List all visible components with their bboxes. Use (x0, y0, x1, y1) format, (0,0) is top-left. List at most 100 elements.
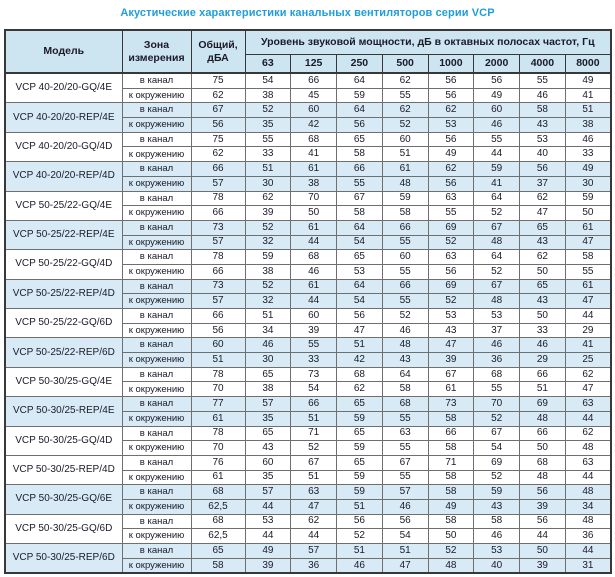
spl-value-4000hz: 53 (519, 131, 566, 148)
spl-value-4000hz: 58 (519, 102, 566, 119)
total-dba-value: 62,5 (190, 528, 246, 544)
spl-value-1000hz: 56 (427, 131, 475, 148)
spl-value-125hz: 60 (290, 308, 337, 324)
model-name: VCP 50-30/25-REP/4E (4, 396, 123, 427)
spl-value-125hz: 50 (290, 205, 337, 221)
table-row: к окружению 62 38 45 59 55 56 49 46 41 (5, 87, 612, 104)
total-dba-value: 73 (190, 219, 246, 236)
table-row: VCP 50-30/25-GQ/4E в канал 78 65 73 68 64 67 68 6… (4, 366, 612, 398)
total-dba-value: 61 (190, 469, 246, 486)
spl-value-125hz: 38 (290, 175, 337, 192)
total-dba-value: 57 (190, 234, 246, 251)
spl-value-500hz: 46 (381, 322, 429, 339)
spl-value-1000hz: 66 (427, 425, 475, 442)
total-dba-value: 73 (190, 278, 246, 295)
measurement-zone: в канал (121, 396, 192, 412)
spl-value-2000hz: 64 (473, 249, 520, 265)
model-name: VCP 50-30/25-GQ/4E (4, 366, 123, 398)
spl-value-1000hz: 69 (427, 278, 475, 295)
measurement-zone: к окружению (121, 234, 192, 251)
spl-value-125hz: 47 (290, 498, 337, 515)
spl-value-250hz: 54 (336, 293, 383, 309)
spl-value-2000hz: 59 (473, 161, 520, 177)
spl-value-250hz: 59 (336, 469, 383, 486)
spl-value-250hz: 65 (336, 454, 383, 471)
model-name: VCP 50-25/22-REP/4E (4, 219, 123, 251)
spl-value-4000hz: 48 (519, 410, 566, 427)
spl-value-500hz: 55 (381, 440, 429, 456)
spl-value-2000hz: 53 (473, 543, 520, 559)
spl-value-250hz: 67 (336, 190, 383, 207)
spl-value-8000hz: 49 (564, 72, 612, 89)
table-row: VCP 50-30/25-GQ/6D в канал 68 53 62 56 56 58 58 5… (4, 513, 612, 545)
spl-value-4000hz: 50 (519, 263, 566, 280)
table-row: к окружению 57 32 44 54 55 52 48 43 47 (5, 234, 612, 251)
spl-value-63hz: 65 (244, 366, 292, 383)
spl-value-250hz: 64 (336, 102, 383, 119)
measurement-zone: к окружению (121, 263, 192, 280)
spl-value-125hz: 73 (290, 366, 337, 383)
spl-value-8000hz: 30 (564, 175, 612, 192)
spl-value-2000hz: 70 (473, 396, 520, 412)
spl-value-2000hz: 41 (473, 175, 520, 192)
spl-value-250hz: 65 (336, 396, 383, 412)
spl-value-8000hz: 47 (564, 234, 612, 251)
total-dba-value: 76 (190, 454, 246, 471)
spl-value-500hz: 43 (381, 352, 429, 368)
spl-value-63hz: 43 (244, 440, 292, 456)
spl-value-8000hz: 38 (564, 117, 612, 133)
header-total-dba: Общий, дБА (190, 29, 246, 74)
spl-value-4000hz: 39 (519, 498, 566, 515)
measurement-zone: в канал (121, 161, 192, 177)
spl-value-250hz: 54 (336, 234, 383, 251)
spl-value-250hz: 46 (336, 557, 383, 574)
total-dba-value: 70 (190, 381, 246, 398)
spl-value-63hz: 59 (244, 249, 292, 265)
spl-value-1000hz: 47 (427, 337, 475, 354)
table-row: к окружению 61 35 51 59 55 58 52 48 44 (5, 410, 612, 427)
total-dba-value: 68 (190, 484, 246, 500)
spl-value-500hz: 60 (381, 131, 429, 148)
spl-value-8000hz: 63 (564, 396, 612, 412)
spl-value-8000hz: 31 (564, 557, 612, 574)
header-frequency-2000: 2000 (473, 54, 520, 74)
spl-value-500hz: 67 (381, 454, 429, 471)
spl-value-125hz: 62 (290, 513, 337, 530)
table-row: к окружению 62,5 44 44 52 54 50 46 44 36 (5, 528, 612, 544)
spl-value-500hz: 56 (381, 513, 429, 530)
spl-value-500hz: 46 (381, 498, 429, 515)
measurement-zone: к окружению (121, 440, 192, 456)
spl-value-250hz: 68 (336, 366, 383, 383)
spl-value-8000hz: 36 (564, 528, 612, 544)
spl-value-125hz: 66 (290, 396, 337, 412)
total-dba-value: 75 (190, 72, 246, 89)
spl-value-1000hz: 69 (427, 219, 475, 236)
spl-value-250hz: 59 (336, 440, 383, 456)
spl-value-2000hz: 46 (473, 337, 520, 354)
total-dba-value: 56 (190, 322, 246, 339)
spl-value-63hz: 60 (244, 454, 292, 471)
spl-value-1000hz: 63 (427, 190, 475, 207)
spl-value-250hz: 51 (336, 543, 383, 559)
total-dba-value: 66 (190, 263, 246, 280)
measurement-zone: в канал (121, 454, 192, 471)
spl-value-125hz: 51 (290, 410, 337, 427)
spl-value-8000hz: 47 (564, 293, 612, 309)
measurement-zone: к окружению (121, 381, 192, 398)
total-dba-value: 56 (190, 117, 246, 133)
spl-value-250hz: 64 (336, 219, 383, 236)
total-dba-value: 62 (190, 87, 246, 104)
spl-value-250hz: 58 (336, 146, 383, 163)
spl-value-500hz: 58 (381, 205, 429, 221)
spl-value-8000hz: 48 (564, 440, 612, 456)
model-name: VCP 50-30/25-GQ/6D (4, 513, 123, 545)
measurement-zone: к окружению (121, 117, 192, 133)
spl-value-500hz: 55 (381, 293, 429, 309)
spl-value-1000hz: 39 (427, 352, 475, 368)
spl-value-1000hz: 67 (427, 366, 475, 383)
spl-value-8000hz: 41 (564, 337, 612, 354)
spl-value-250hz: 66 (336, 161, 383, 177)
spl-value-125hz: 36 (290, 557, 337, 574)
total-dba-value: 75 (190, 131, 246, 148)
spl-value-8000hz: 44 (564, 543, 612, 559)
